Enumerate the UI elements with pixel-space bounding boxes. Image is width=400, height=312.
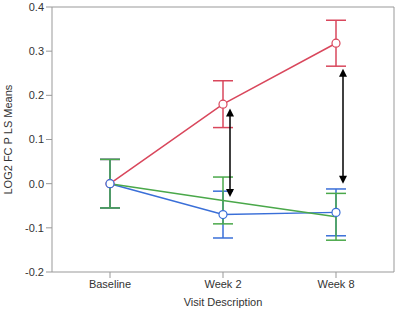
svg-text:0.1: 0.1 [29,133,44,145]
svg-text:-0.2: -0.2 [25,266,44,278]
svg-text:0.2: 0.2 [29,89,44,101]
svg-text:0.0: 0.0 [29,178,44,190]
svg-text:Week 8: Week 8 [317,278,354,290]
svg-text:Visit Description: Visit Description [184,296,263,308]
svg-text:0.3: 0.3 [29,45,44,57]
svg-text:LOG2 FC P LS Means: LOG2 FC P LS Means [8,84,14,194]
svg-text:-0.1: -0.1 [25,222,44,234]
svg-text:Week 2: Week 2 [204,278,241,290]
svg-text:Baseline: Baseline [89,278,131,290]
svg-text:0.4: 0.4 [29,1,44,13]
